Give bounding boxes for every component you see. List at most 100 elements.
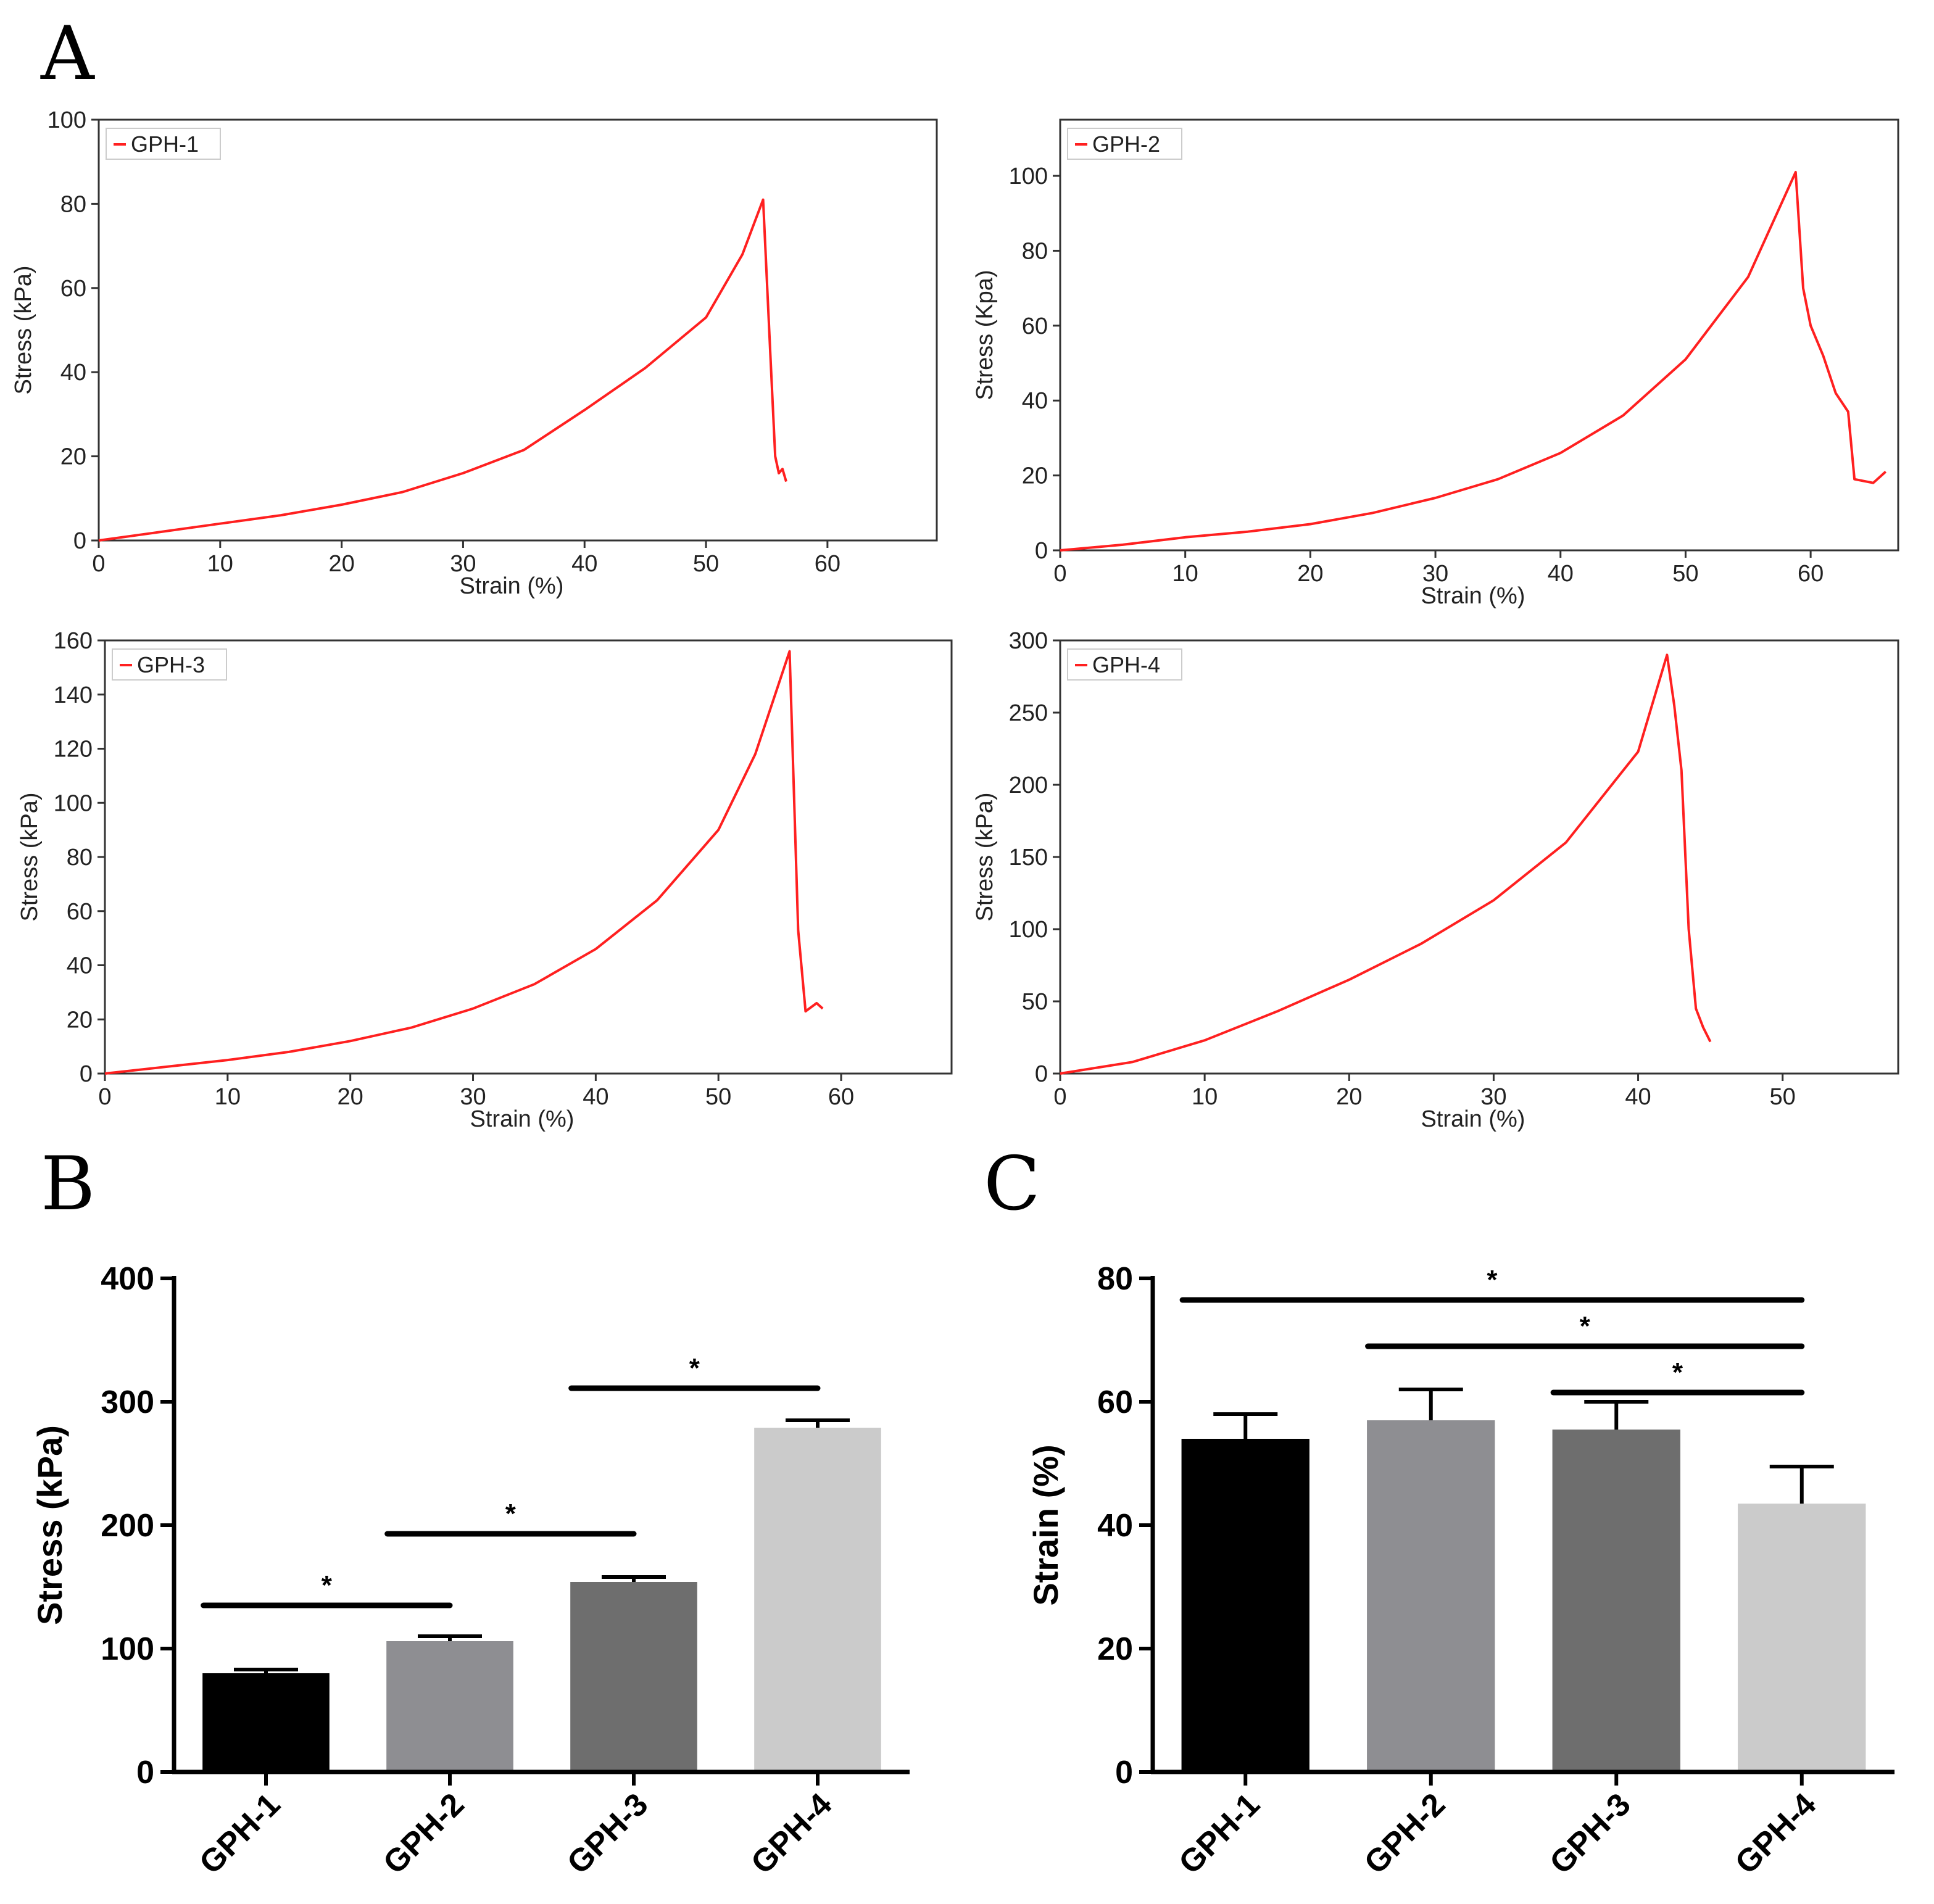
y-tick-label: 60 — [60, 276, 86, 302]
x-tick-label: 50 — [1672, 561, 1698, 587]
bar-gph-3 — [1552, 1430, 1680, 1772]
x-axis-label: Strain (%) — [1421, 1106, 1525, 1132]
y-tick-label: 60 — [67, 899, 93, 925]
y-tick-label: 60 — [1097, 1385, 1133, 1420]
plot-frame — [1059, 118, 1899, 552]
x-tick-label: 30 — [460, 1084, 486, 1110]
y-tick-label: 20 — [1022, 463, 1048, 489]
y-tick-label: 200 — [1009, 772, 1048, 798]
legend: GPH-4 — [1067, 648, 1182, 681]
x-tick-label: 0 — [92, 551, 105, 577]
legend-label: GPH-2 — [1092, 131, 1160, 157]
x-tick-label: 40 — [571, 551, 597, 577]
plot-frame — [104, 639, 953, 1075]
y-tick-label: 20 — [1097, 1631, 1133, 1667]
y-axis-label: Strain (%) — [1026, 1444, 1065, 1605]
y-axis-label: Stress (kPa) — [30, 1425, 69, 1625]
y-tick-label: 100 — [1009, 917, 1048, 943]
y-tick-label: 200 — [101, 1508, 154, 1544]
series-line-gph-3 — [104, 650, 824, 1075]
series-line-gph-1 — [98, 198, 787, 542]
x-tick-label: 20 — [1297, 561, 1323, 587]
bar-gph-2 — [1367, 1420, 1495, 1772]
bar-gph-1 — [202, 1673, 330, 1772]
series-line-gph-2 — [1060, 171, 1887, 552]
panel-label-c: C — [984, 1141, 1040, 1227]
bar-gph-4 — [1738, 1504, 1866, 1772]
y-axis-label: Stress (kPa) — [17, 792, 43, 921]
x-tick-label: 0 — [98, 1084, 111, 1110]
y-tick-label: 40 — [1022, 388, 1048, 414]
x-axis-label: Strain (%) — [470, 1106, 575, 1132]
significance-star: * — [1580, 1311, 1591, 1341]
y-tick-label: 50 — [1022, 989, 1048, 1015]
legend-label: GPH-3 — [137, 652, 205, 677]
x-tick-label: 40 — [1625, 1084, 1651, 1110]
y-tick-label: 0 — [1035, 538, 1048, 564]
x-tick-label: 60 — [1798, 561, 1824, 587]
y-tick-label: 0 — [136, 1755, 154, 1790]
significance-star: * — [689, 1353, 700, 1383]
plot-frame — [98, 118, 938, 542]
y-tick-label: 40 — [67, 953, 93, 979]
x-tick-label-gph-3: GPH-3 — [1543, 1786, 1637, 1881]
y-axis-label: Stress (Kpa) — [972, 270, 998, 400]
y-tick-label: 0 — [80, 1061, 93, 1087]
legend: GPH-1 — [106, 128, 221, 160]
y-tick-label: 0 — [73, 528, 86, 554]
x-tick-label: 50 — [693, 551, 719, 577]
x-tick-label-gph-4: GPH-4 — [1729, 1786, 1823, 1881]
y-tick-label: 300 — [101, 1385, 154, 1420]
y-tick-label: 150 — [1009, 845, 1048, 871]
x-tick-label: 30 — [1480, 1084, 1506, 1110]
chart-gph-3-stress-strain: 0 10 20 30 40 50 60 0 20 40 60 80 100 120 140 160 Strain… — [17, 628, 953, 1132]
x-tick-label: 20 — [338, 1084, 363, 1110]
y-tick-label: 160 — [54, 628, 93, 654]
panel-label-a: A — [40, 11, 95, 97]
plot-frame — [1059, 639, 1899, 1075]
x-tick-label: 10 — [1172, 561, 1198, 587]
y-tick-label: 40 — [1097, 1508, 1133, 1544]
x-axis-label: Strain (%) — [1421, 583, 1525, 609]
x-tick-label: 0 — [1053, 1084, 1066, 1110]
x-tick-label: 50 — [705, 1084, 731, 1110]
y-axis-label: Stress (kPa) — [972, 792, 998, 921]
chart-gph-1-stress-strain: 0 10 20 30 40 50 60 0 20 40 60 80 100 Strain (%) Stres… — [10, 107, 938, 599]
significance-star: * — [1672, 1357, 1683, 1388]
x-tick-label: 10 — [215, 1084, 241, 1110]
x-axis-label: Strain (%) — [460, 573, 564, 599]
y-tick-label: 20 — [60, 444, 86, 470]
x-tick-label-gph-1: GPH-1 — [193, 1786, 287, 1881]
x-tick-label-gph-4: GPH-4 — [744, 1786, 839, 1881]
significance-star: * — [322, 1570, 333, 1600]
y-tick-label: 60 — [1022, 313, 1048, 339]
bar-gph-2 — [386, 1641, 513, 1772]
x-tick-label: 20 — [1336, 1084, 1362, 1110]
x-tick-label-gph-2: GPH-2 — [1358, 1786, 1452, 1881]
x-tick-label-gph-1: GPH-1 — [1172, 1786, 1266, 1881]
x-tick-label-gph-3: GPH-3 — [560, 1786, 655, 1881]
series-line-gph-4 — [1060, 653, 1712, 1075]
y-tick-label: 80 — [1097, 1261, 1133, 1297]
x-tick-label: 30 — [450, 551, 476, 577]
y-axis-label: Stress (kPa) — [10, 265, 36, 394]
y-tick-label: 100 — [48, 107, 86, 133]
x-tick-label: 0 — [1053, 561, 1066, 587]
x-tick-label: 60 — [828, 1084, 854, 1110]
legend-label: GPH-4 — [1092, 652, 1160, 677]
y-tick-label: 400 — [101, 1261, 154, 1297]
legend-label: GPH-1 — [131, 131, 199, 157]
legend: GPH-3 — [112, 648, 227, 681]
bar-gph-1 — [1181, 1439, 1309, 1772]
y-tick-label: 100 — [1009, 163, 1048, 189]
y-tick-label: 300 — [1009, 628, 1048, 654]
legend: GPH-2 — [1067, 128, 1182, 160]
y-tick-label: 120 — [54, 737, 93, 763]
significance-star: * — [505, 1499, 517, 1529]
y-tick-label: 80 — [1022, 238, 1048, 264]
y-tick-label: 100 — [54, 790, 93, 816]
x-tick-label: 40 — [1548, 561, 1574, 587]
chart-gph-4-stress-strain: 0 10 20 30 40 50 0 50 100 150 200 250 300 Strain (%) S… — [972, 628, 1899, 1132]
y-tick-label: 80 — [67, 845, 93, 871]
